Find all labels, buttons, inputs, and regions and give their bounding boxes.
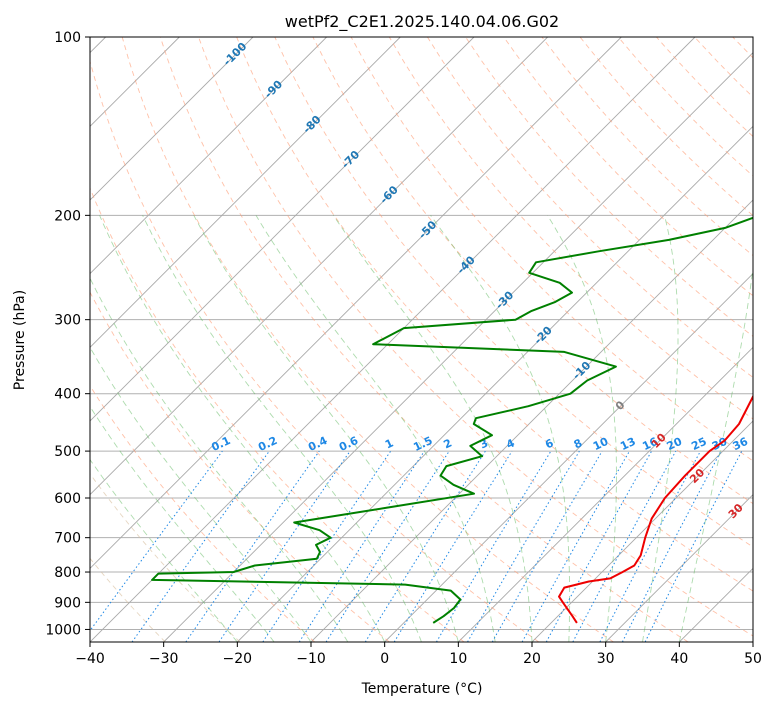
isotherm-line — [310, 199, 753, 642]
moist-adiabat-line — [430, 215, 571, 642]
moist-adiabat-line — [547, 215, 617, 642]
moist-adiabat-line — [90, 458, 238, 642]
mixing-ratio-line — [644, 450, 743, 642]
mixing-ratio-label: 13 — [618, 435, 637, 453]
mixing-ratio-line — [185, 450, 320, 642]
background-lines — [90, 37, 753, 642]
moist-adiabat-line — [90, 346, 312, 642]
isotherm-line — [458, 346, 753, 642]
y-tick-label: 400 — [54, 387, 81, 403]
isotherm-line — [90, 37, 622, 569]
mixing-ratio-line — [90, 450, 223, 632]
dry-adiabat-line — [388, 37, 753, 420]
x-tick-label: 50 — [744, 651, 762, 667]
y-tick-label: 200 — [54, 208, 81, 224]
x-tick-label: 0 — [380, 651, 389, 667]
axis-ticks: −40 −30 −20 −10 0 10 20 30 40 50 100 200 300 400 500 60… — [45, 30, 762, 667]
isotherm-line — [90, 37, 475, 422]
mixing-ratio-label: 16 — [640, 435, 660, 453]
isotherm-line — [605, 494, 753, 642]
background-line-labels: 0.1 0.2 0.4 0.6 1 1.5 2 3 4 6 8 10 13 16 20 25 30 36-100-… — [209, 40, 751, 522]
x-tick-label: −20 — [223, 651, 253, 667]
mixing-ratio-line — [325, 450, 450, 642]
moist-adiabat-line — [642, 215, 679, 642]
mixing-ratio-line — [262, 450, 392, 642]
mixing-ratio-line — [521, 450, 630, 642]
isotherm-line — [90, 37, 548, 496]
x-axis-title: Temperature (°C) — [361, 681, 483, 697]
y-tick-label: 300 — [54, 313, 81, 329]
y-tick-label: 500 — [54, 444, 81, 460]
isotherm-line — [163, 52, 753, 642]
dry-adiabat-line — [90, 186, 465, 642]
y-tick-label: 800 — [54, 565, 81, 581]
dry-adiabat-line — [312, 37, 753, 505]
dry-adiabat-line — [121, 37, 614, 642]
dewpoint-profile-line — [151, 216, 753, 624]
chart-title: wetPf2_C2E1.2025.140.04.06.G02 — [285, 12, 559, 32]
y-tick-label: 1000 — [45, 622, 81, 638]
moist-adiabat-line — [90, 405, 275, 642]
x-tick-label: 10 — [449, 651, 467, 667]
moist-adiabat-line — [142, 215, 422, 642]
isotherm-line — [90, 37, 401, 348]
moist-adiabat-line — [333, 215, 533, 642]
isotherm-line — [384, 273, 753, 642]
moist-adiabat-line — [193, 215, 459, 642]
mixing-ratio-label: 10 — [591, 435, 611, 453]
dry-adiabat-line — [198, 37, 753, 637]
moist-adiabat-line — [678, 264, 753, 642]
temperature-profile-line — [558, 394, 753, 624]
mixing-ratio-line — [298, 450, 425, 642]
x-tick-label: 40 — [670, 651, 688, 667]
mixing-ratio-label: 36 — [731, 435, 751, 453]
dry-adiabat-line — [236, 37, 753, 592]
x-tick-label: 20 — [523, 651, 541, 667]
isotherm-line — [237, 125, 753, 642]
mixing-ratio-label: 20 — [665, 435, 685, 453]
y-tick-label: 100 — [54, 30, 81, 46]
dry-adiabat-line — [159, 37, 689, 642]
dry-adiabat-line — [90, 557, 166, 642]
x-tick-label: −10 — [296, 651, 326, 667]
dry-adiabat-line — [90, 384, 315, 642]
mixing-ratio-line — [393, 450, 513, 642]
profile-series — [151, 216, 753, 624]
isotherm-line — [90, 37, 254, 201]
mixing-ratio-line — [131, 450, 270, 642]
plot-frame — [89, 36, 754, 643]
dry-adiabat-line — [90, 473, 241, 642]
mixing-ratio-line — [545, 450, 653, 642]
dry-adiabat-line — [465, 37, 753, 337]
mixing-ratio-line — [572, 450, 677, 642]
y-tick-label: 600 — [54, 491, 81, 507]
mixing-ratio-label: 25 — [689, 435, 708, 453]
isotherm-line — [90, 37, 327, 275]
x-tick-label: 30 — [597, 651, 615, 667]
dry-adiabat-line — [90, 291, 390, 642]
x-tick-label: −30 — [149, 651, 179, 667]
dry-adiabat-line — [274, 37, 753, 548]
dry-adiabat-line — [350, 37, 753, 462]
y-tick-label: 900 — [54, 595, 81, 611]
y-axis-title: Pressure (hPa) — [12, 290, 28, 390]
moist-adiabat-line — [99, 215, 386, 642]
mixing-ratio-line — [218, 450, 351, 642]
x-tick-label: −40 — [75, 651, 105, 667]
y-tick-label: 700 — [54, 531, 81, 547]
dry-adiabat-line — [503, 37, 753, 297]
isotherm-line — [531, 420, 753, 642]
dry-adiabat-line — [90, 59, 540, 642]
